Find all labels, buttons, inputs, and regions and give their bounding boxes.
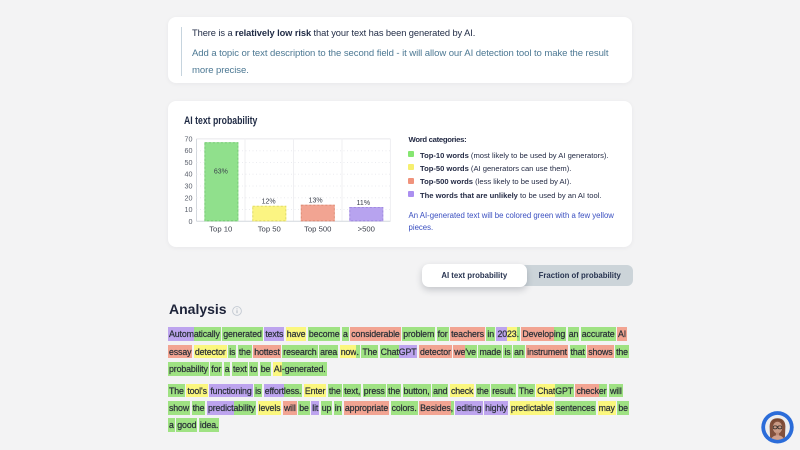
svg-text:63%: 63% xyxy=(214,169,228,176)
svg-text:Top 500: Top 500 xyxy=(304,224,331,233)
svg-text:60: 60 xyxy=(185,146,193,155)
svg-text:40: 40 xyxy=(185,170,193,179)
svg-text:70: 70 xyxy=(185,134,193,143)
svg-text:>500: >500 xyxy=(358,224,375,233)
svg-text:0: 0 xyxy=(189,217,193,226)
svg-text:12%: 12% xyxy=(262,199,276,206)
svg-text:50: 50 xyxy=(185,158,193,167)
svg-text:Top 10: Top 10 xyxy=(209,224,232,233)
svg-text:10: 10 xyxy=(185,205,193,214)
svg-text:Top 50: Top 50 xyxy=(258,224,281,233)
svg-text:20: 20 xyxy=(185,193,193,202)
svg-text:11%: 11% xyxy=(357,200,371,207)
svg-text:13%: 13% xyxy=(309,198,323,205)
svg-text:30: 30 xyxy=(185,182,193,191)
